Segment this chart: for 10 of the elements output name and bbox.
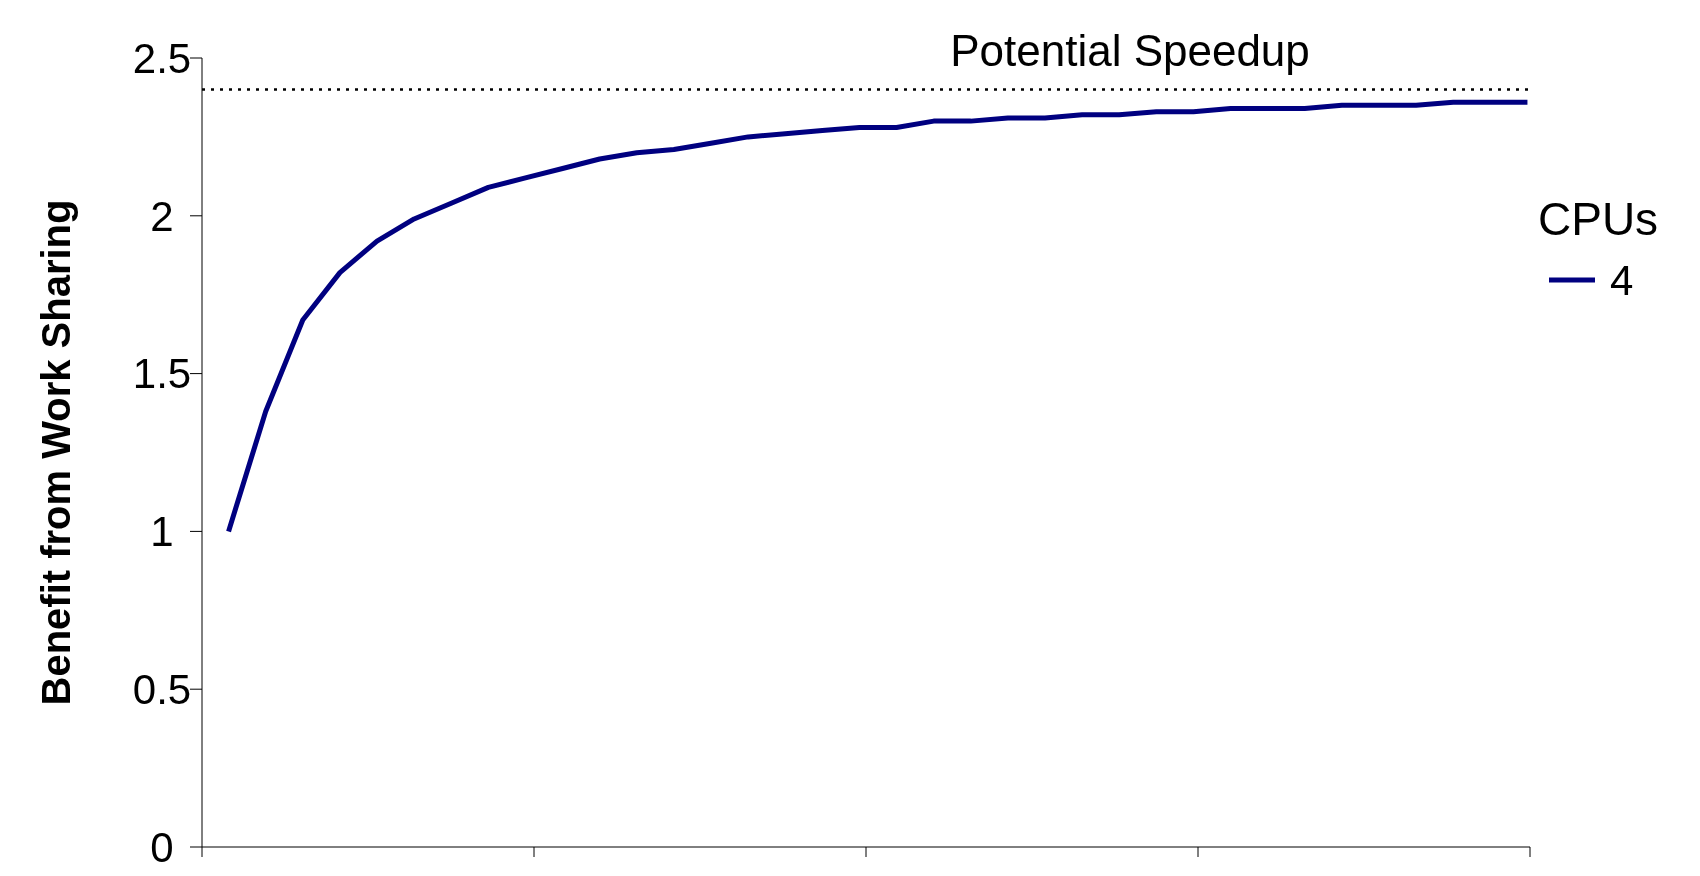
y-tick-label: 0.5 <box>132 665 192 713</box>
y-tick-label: 2.5 <box>132 34 192 82</box>
legend-title: CPUs <box>1538 193 1659 245</box>
y-tick-label: 0 <box>150 823 174 871</box>
y-tick-label: 1 <box>150 508 174 556</box>
ref-line-label: Potential Speedup <box>950 25 1310 75</box>
legend-label: 4 <box>1610 256 1634 304</box>
y-tick-label: 2 <box>150 192 174 240</box>
y-axis-title: Benefit from Work Sharing <box>34 199 78 706</box>
y-tick-label: 1.5 <box>132 350 192 398</box>
